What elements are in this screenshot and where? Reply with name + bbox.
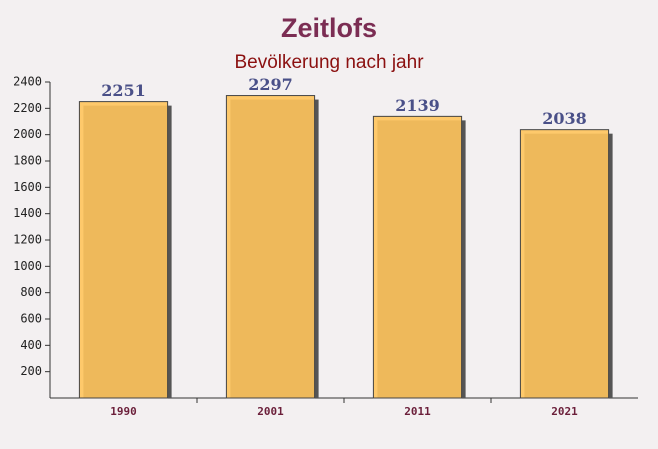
value-label: 2139 (395, 96, 440, 115)
y-tick-label: 2400 (13, 75, 42, 89)
y-tick-label: 2200 (13, 101, 42, 115)
y-tick-label: 2000 (13, 127, 42, 141)
bar (372, 115, 463, 399)
x-tick-label: 1990 (110, 405, 137, 418)
value-label: 2297 (248, 75, 293, 94)
chart-title: Zeitlofs (281, 13, 377, 43)
value-label: 2251 (101, 81, 146, 100)
chart-subtitle: Bevölkerung nach jahr (234, 52, 424, 73)
y-tick-label: 400 (20, 338, 42, 352)
y-tick-label: 1600 (13, 180, 42, 194)
y-tick-label: 1000 (13, 259, 42, 273)
x-tick-label: 2011 (404, 405, 431, 418)
value-label: 2038 (542, 109, 587, 128)
y-tick-label: 1400 (13, 206, 42, 220)
y-tick-label: 600 (20, 312, 42, 326)
y-tick-label: 200 (20, 364, 42, 378)
bar (78, 101, 169, 399)
y-tick-label: 1800 (13, 154, 42, 168)
x-tick-label: 2001 (257, 405, 284, 418)
bar (519, 129, 610, 399)
y-tick-label: 800 (20, 285, 42, 299)
x-tick-label: 2021 (551, 405, 578, 418)
bar (225, 95, 316, 399)
y-tick-label: 1200 (13, 233, 42, 247)
